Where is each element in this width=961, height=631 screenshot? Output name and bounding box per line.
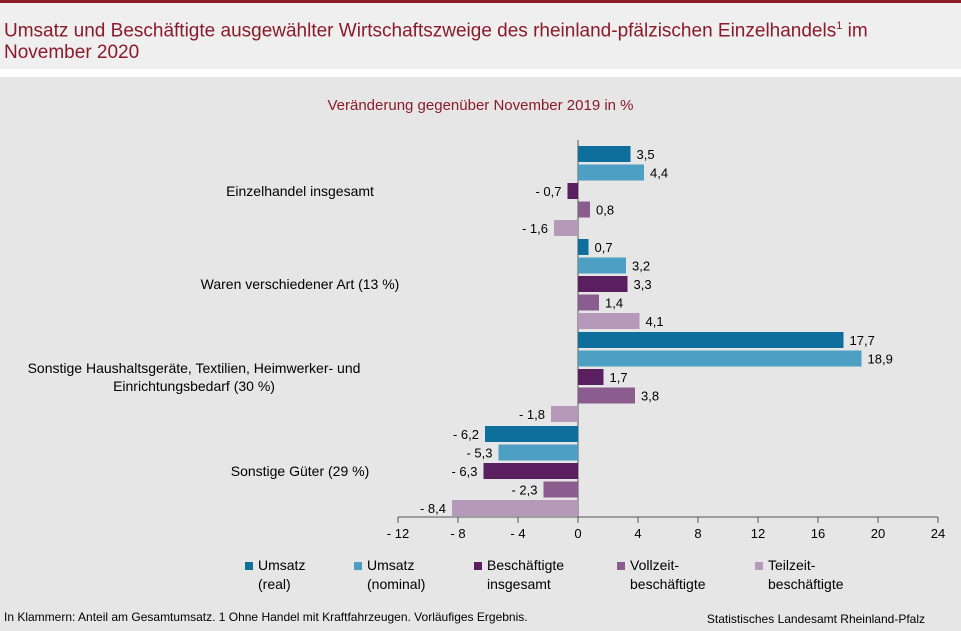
data-label: 3,2 <box>632 259 650 274</box>
legend-swatch <box>755 562 763 570</box>
top-rule <box>0 0 961 3</box>
legend-label: Beschäftigte insgesamt <box>487 557 565 592</box>
bar <box>578 369 604 385</box>
data-label: 0,8 <box>596 203 614 218</box>
chart-title-main: Umsatz und Beschäftigte ausgewählter Wir… <box>4 20 837 42</box>
x-tick-label: - 4 <box>510 526 525 541</box>
category-label: Einrichtungsbedarf (30 %) <box>113 378 275 394</box>
bar <box>567 183 578 199</box>
category-label: Sonstige Haushaltsgeräte, Textilien, Hei… <box>28 360 361 376</box>
x-tick-label: 24 <box>931 526 945 541</box>
data-label: 17,7 <box>850 333 875 348</box>
data-label: 3,3 <box>634 277 652 292</box>
x-tick-label: 20 <box>871 526 885 541</box>
chart-title-end: im November 2020 <box>4 20 868 64</box>
x-tick-label: 16 <box>811 526 825 541</box>
data-label: 3,5 <box>637 147 655 162</box>
chart-subtitle: Veränderung gegenüber November 2019 in % <box>327 97 634 114</box>
bar <box>578 332 844 348</box>
x-tick-label: 12 <box>751 526 765 541</box>
data-label: 1,7 <box>610 370 628 385</box>
legend-label: Teilzeit- beschäftigte <box>768 557 844 592</box>
data-label: 3,8 <box>641 389 659 404</box>
data-label: 0,7 <box>595 240 613 255</box>
legend: Umsatz (real) Umsatz (nominal) Beschäftigt… <box>0 556 961 596</box>
data-label: - 6,2 <box>453 427 479 442</box>
data-label: - 1,6 <box>522 221 548 236</box>
bar <box>578 350 862 367</box>
bar <box>578 239 589 255</box>
category-label: Sonstige Güter (29 %) <box>231 463 370 479</box>
bar <box>578 387 635 404</box>
category-label: Einzelhandel insgesamt <box>226 183 374 199</box>
data-label: 4,4 <box>650 166 668 181</box>
x-tick-label: 0 <box>574 526 581 541</box>
data-label: - 6,3 <box>451 464 477 479</box>
bar <box>554 220 578 236</box>
legend-label: Vollzeit- beschäftigte <box>630 557 706 592</box>
bar <box>578 257 626 274</box>
data-label: - 8,4 <box>420 501 446 516</box>
title-band: Umsatz und Beschäftigte ausgewählter Wir… <box>0 3 961 69</box>
data-label: - 2,3 <box>511 483 537 498</box>
data-label: - 5,3 <box>466 446 492 461</box>
x-tick-label: - 8 <box>450 526 465 541</box>
legend-label: Umsatz (nominal) <box>367 557 426 592</box>
legend-item: Beschäftigte insgesamt <box>474 556 565 594</box>
legend-label: Umsatz (real) <box>258 557 306 592</box>
source-note: Statistisches Landesamt Rheinland-Pfalz <box>706 612 925 626</box>
data-label: 18,9 <box>868 352 893 367</box>
bar <box>578 146 631 162</box>
bar <box>485 426 578 442</box>
bar <box>543 481 578 498</box>
bar <box>483 463 578 479</box>
data-label: 4,1 <box>646 314 664 329</box>
separator <box>0 69 961 77</box>
bar <box>578 276 628 292</box>
legend-item: Teilzeit- beschäftigte <box>755 556 844 594</box>
data-label: - 0,7 <box>535 184 561 199</box>
legend-swatch <box>474 562 482 570</box>
legend-swatch <box>354 562 362 570</box>
data-label: 1,4 <box>605 296 623 311</box>
bar <box>452 500 578 516</box>
title-footnote-marker: 1 <box>836 20 843 32</box>
data-label: - 1,8 <box>519 407 545 422</box>
bar <box>578 201 590 218</box>
bar <box>498 444 578 461</box>
footnote: In Klammern: Anteil am Gesamtumsatz. 1 O… <box>4 610 528 624</box>
x-tick-label: 8 <box>694 526 701 541</box>
legend-item: Umsatz (nominal) <box>354 556 426 594</box>
bar <box>578 294 599 311</box>
legend-swatch <box>245 562 253 570</box>
legend-swatch <box>617 562 625 570</box>
category-label: Waren verschiedener Art (13 %) <box>201 276 400 292</box>
bar <box>578 313 640 329</box>
bar <box>551 406 578 422</box>
legend-item: Vollzeit- beschäftigte <box>617 556 706 594</box>
bar <box>578 164 644 181</box>
x-tick-label: - 12 <box>387 526 409 541</box>
x-tick-label: 4 <box>634 526 641 541</box>
chart-title: Umsatz und Beschäftigte ausgewählter Wir… <box>4 15 954 64</box>
legend-item: Umsatz (real) <box>245 556 306 594</box>
